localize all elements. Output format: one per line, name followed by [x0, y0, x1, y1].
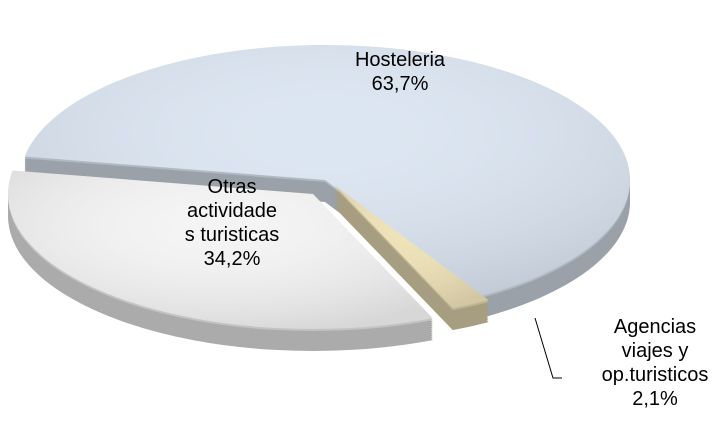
category-label: Otras actividades turisticas — [184, 176, 280, 246]
category-label: Hosteleria — [354, 49, 446, 71]
value-label: 34,2% — [203, 248, 261, 270]
value-label: 63,7% — [371, 73, 429, 95]
slice-shade — [333, 184, 489, 309]
category-label: Agencias viajes y op.turisticos — [601, 316, 709, 386]
slice-shade — [8, 170, 433, 329]
slices — [7, 44, 631, 351]
slice-label: Agencias viajes y op.turisticos 2,1% — [590, 315, 720, 411]
slice-label: Hosteleria 63,7% — [330, 48, 470, 96]
slice-shade — [24, 44, 631, 297]
leader-line — [534, 317, 562, 379]
value-label: 2,1% — [632, 388, 678, 410]
slice-label: Otras actividades turisticas 34,2% — [184, 175, 280, 271]
